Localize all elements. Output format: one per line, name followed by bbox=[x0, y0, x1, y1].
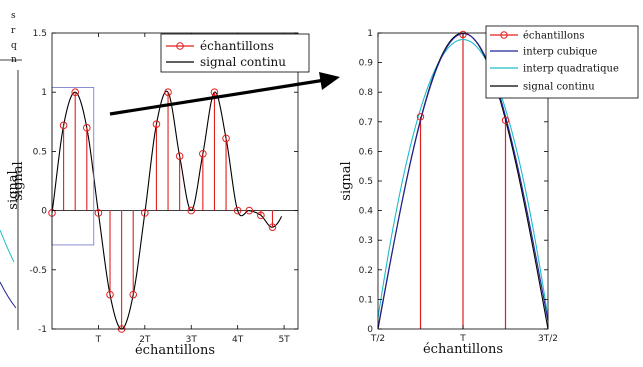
sample-marker bbox=[245, 206, 254, 215]
legend-label-quadratic: interp quadratique bbox=[523, 64, 619, 75]
y-tick-label: 0 bbox=[367, 325, 373, 335]
legend-label-samples: échantillons bbox=[523, 31, 585, 42]
y-axis-label: signal bbox=[339, 161, 354, 200]
y-tick-label: 0.5 bbox=[359, 177, 373, 187]
sample-marker bbox=[187, 206, 196, 215]
y-tick-label: 0.3 bbox=[359, 236, 373, 246]
y-tick-label: 0.7 bbox=[359, 118, 373, 128]
zoom-arrow-shaft bbox=[109, 78, 326, 116]
sample-marker bbox=[71, 88, 80, 96]
sample-marker bbox=[129, 290, 138, 299]
y-tick-label: 0.1 bbox=[359, 295, 373, 305]
chart-right: T/2 T 3T/2 0 0.1 0.2 0.3 0.4 0.5 0.6 0.7 0.8 0.9 1 éc… bbox=[339, 25, 639, 357]
partial-legend-fragment: q bbox=[11, 41, 17, 51]
sample-marker bbox=[141, 209, 149, 217]
sample-marker bbox=[175, 152, 184, 160]
legend-label-continuous: signal continu bbox=[523, 82, 595, 93]
chart-left: T 2T 3T 4T 5T -1 -0.5 0 0.5 1 1.5 échantillons sig… bbox=[11, 29, 310, 358]
y-tick-label: 1.5 bbox=[33, 29, 47, 39]
partial-curve-quadratic bbox=[0, 229, 15, 263]
legend-label-continuous: signal continu bbox=[200, 55, 286, 69]
x-tick-label: 3T/2 bbox=[538, 334, 558, 344]
zoom-arrow bbox=[109, 72, 340, 116]
series-signal-continu bbox=[51, 90, 283, 330]
y-tick-label: 1 bbox=[367, 29, 373, 39]
x-tick-label: 2T bbox=[139, 335, 151, 345]
x-axis-label: échantillons bbox=[423, 342, 503, 357]
y-tick-label: -1 bbox=[38, 325, 47, 335]
sample-marker bbox=[199, 149, 207, 158]
sample-marker bbox=[501, 116, 510, 125]
sample-marker bbox=[416, 113, 425, 121]
y-tick-label: 1 bbox=[41, 88, 47, 98]
x-tick-label: 4T bbox=[232, 335, 244, 345]
legend-marker-samples bbox=[500, 31, 508, 39]
sample-marker bbox=[233, 206, 242, 215]
sample-marker bbox=[83, 123, 91, 132]
x-tick-label: 3T bbox=[186, 335, 198, 345]
zoom-arrow-head bbox=[319, 72, 340, 90]
sample-marker bbox=[94, 209, 103, 217]
sample-marker bbox=[257, 211, 265, 220]
left-partial-plot: s r q n signal bbox=[0, 11, 22, 330]
legend-label-cubic: interp cubique bbox=[523, 47, 597, 58]
sample-marker bbox=[210, 88, 219, 96]
legend-right: échantillons interp cubique interp quadr… bbox=[485, 25, 639, 99]
sample-marker bbox=[268, 223, 277, 231]
legend-box bbox=[160, 33, 310, 73]
x-axis-label: échantillons bbox=[135, 343, 215, 358]
legend-left: échantillons signal continu bbox=[160, 33, 310, 73]
y-tick-label: 0.5 bbox=[33, 147, 47, 157]
y-tick-label: 0.6 bbox=[359, 147, 374, 157]
partial-legend-fragment: n bbox=[11, 55, 17, 65]
x-tick-label: 5T bbox=[278, 335, 290, 345]
sample-marker bbox=[152, 120, 161, 128]
legend-label-samples: échantillons bbox=[200, 39, 274, 53]
sample-marker bbox=[59, 121, 68, 130]
y-tick-label: -0.5 bbox=[29, 266, 47, 276]
sample-marker bbox=[222, 134, 230, 143]
sample-marker bbox=[106, 290, 114, 299]
y-tick-label: 0.2 bbox=[359, 266, 373, 276]
sample-marker bbox=[459, 30, 467, 39]
partial-legend-fragment: r bbox=[11, 26, 16, 36]
series-interp-quadratique bbox=[377, 38, 549, 318]
x-tick-label: T bbox=[95, 335, 102, 345]
y-axis-label: signal bbox=[11, 161, 26, 200]
legend-marker-samples bbox=[176, 42, 184, 50]
partial-legend-fragment: s bbox=[11, 11, 16, 21]
sample-marker bbox=[164, 88, 172, 96]
plot-frame-left bbox=[51, 32, 299, 330]
partial-ylabel: signal bbox=[6, 170, 21, 209]
x-tick-label: T/2 bbox=[370, 334, 385, 344]
y-tick-label: 0.4 bbox=[359, 207, 374, 217]
y-tick-label: 0.9 bbox=[359, 59, 374, 69]
y-tick-label: 0.8 bbox=[359, 88, 374, 98]
x-tick-label: T bbox=[459, 334, 466, 344]
partial-curve-cubic bbox=[0, 281, 17, 309]
y-tick-label: 0 bbox=[41, 207, 47, 217]
